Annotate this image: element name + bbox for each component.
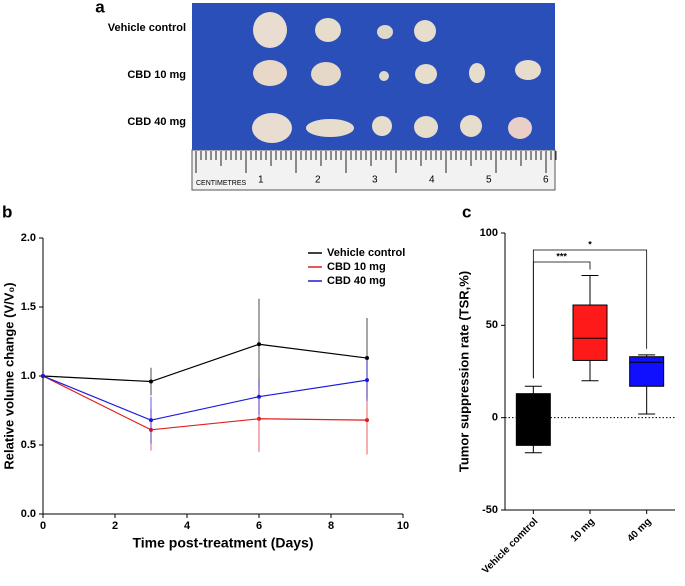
y-tick-label: 0 [492, 412, 498, 424]
point [365, 356, 369, 361]
row-label: CBD 10 mg [127, 69, 186, 81]
box [572, 304, 608, 361]
ruler-number: 5 [486, 175, 492, 186]
point [365, 418, 369, 423]
point [149, 418, 153, 423]
point [257, 394, 261, 399]
panel-label: c [462, 202, 471, 221]
y-tick-label: 100 [480, 227, 498, 239]
x-tick-label: Vehicle comtrol [480, 516, 540, 576]
ruler-number: 6 [543, 175, 549, 186]
y-tick-label: 1.0 [21, 370, 36, 382]
series-line [42, 343, 368, 383]
legend-label: CBD 10 mg [327, 261, 386, 273]
series-line [42, 375, 368, 431]
series-line [42, 375, 368, 421]
y-axis-label: Tumor suppression rate (TSR,%) [456, 271, 471, 472]
ruler-number: 3 [372, 175, 378, 186]
ruler-number: 2 [315, 175, 321, 186]
x-tick-label: 4 [184, 520, 191, 532]
row-label: Vehicle control [108, 22, 186, 34]
box [515, 393, 551, 446]
significance-label: *** [556, 251, 567, 261]
x-tick-label: 6 [256, 520, 262, 532]
legend-label: Vehicle control [327, 247, 405, 259]
y-tick-label: -50 [482, 504, 498, 516]
y-tick-label: 1.5 [21, 301, 36, 313]
ruler-number: 4 [429, 175, 435, 186]
x-axis-label: Time post-treatment (Days) [132, 535, 313, 551]
x-tick-label: 40 mg [625, 516, 653, 544]
x-tick-label: 0 [40, 520, 46, 532]
x-tick-label: 2 [112, 520, 118, 532]
y-axis-label: Relative volume change (V/V₀) [1, 282, 16, 469]
y-tick-label: 50 [486, 319, 498, 331]
y-tick-label: 0.0 [21, 508, 36, 520]
point [257, 342, 261, 347]
legend-label: CBD 40 mg [327, 275, 386, 287]
point [257, 416, 261, 421]
box [629, 356, 665, 387]
x-tick-label: 8 [328, 520, 334, 532]
y-tick-label: 2.0 [21, 232, 36, 244]
point [41, 374, 45, 378]
point [149, 379, 153, 384]
row-label: CBD 40 mg [127, 116, 186, 128]
panel-label: a [95, 0, 105, 16]
ruler-number: 1 [258, 175, 264, 186]
x-tick-label: 10 mg [569, 516, 597, 544]
significance-bracket [532, 249, 648, 379]
panel-label: b [2, 202, 12, 221]
y-tick-label: 0.5 [21, 439, 36, 451]
point [365, 378, 369, 383]
x-tick-label: 10 [397, 520, 409, 532]
ruler-label: CENTIMETRES [196, 180, 247, 187]
significance-label: * [588, 239, 592, 249]
photo [191, 3, 557, 191]
